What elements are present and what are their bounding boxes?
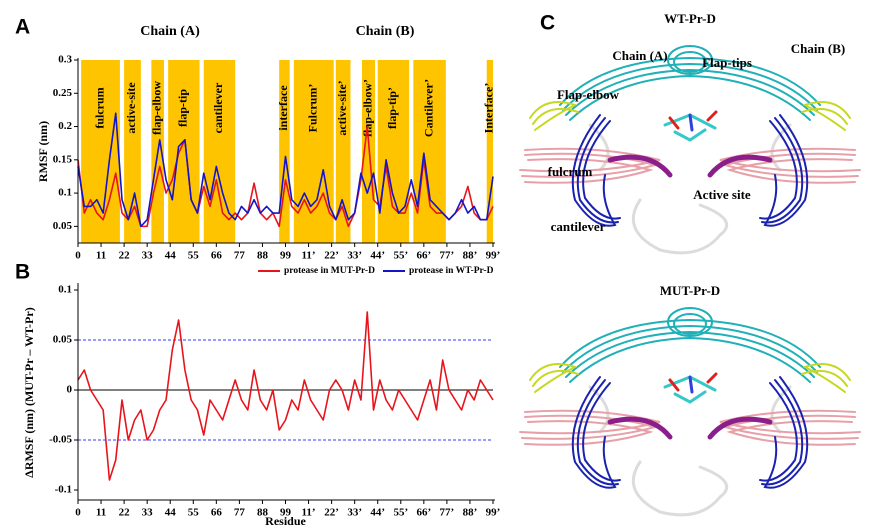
x-tick-label: 22’ — [324, 507, 339, 519]
structure-label: Active site — [693, 187, 751, 202]
x-tick-label: 77’ — [440, 250, 455, 262]
x-tick-label: 99 — [280, 250, 292, 262]
legend-label: protease in MUT-Pr-D — [284, 266, 375, 276]
region-band — [168, 60, 200, 243]
region-label: interface — [276, 85, 290, 131]
x-tick-label: 33 — [142, 507, 154, 519]
structure-label: Flap-elbow — [557, 87, 620, 102]
x-tick-label: 99 — [280, 507, 292, 519]
x-tick-label: 77 — [234, 507, 246, 519]
x-tick-label: 55’ — [393, 250, 408, 262]
region-label: flap-elbow’ — [360, 79, 374, 137]
structure-title: MUT-Pr-D — [660, 283, 720, 298]
region-label: cantilever — [211, 82, 225, 133]
panel-label: C — [540, 12, 555, 35]
x-tick-label: 44’ — [370, 250, 385, 262]
y-tick-label: 0.1 — [58, 284, 72, 296]
structure-label: Chain (B) — [791, 41, 846, 56]
region-label: flap-tip’ — [385, 87, 399, 129]
x-tick-label: 88 — [257, 250, 269, 262]
panel-label: A — [15, 16, 30, 39]
x-tick-label: 77’ — [440, 507, 455, 519]
x-tick-label: 0 — [75, 507, 81, 519]
x-tick-label: 99’ — [486, 507, 501, 519]
x-tick-label: 0 — [75, 250, 81, 262]
x-tick-label: 77 — [234, 250, 246, 262]
y-tick-label: 0.1 — [58, 187, 72, 199]
x-tick-label: 11’ — [302, 250, 316, 262]
x-tick-label: 55 — [188, 507, 200, 519]
region-band — [81, 60, 120, 243]
region-band — [124, 60, 141, 243]
structure-label: cantilever — [551, 219, 606, 234]
region-band — [293, 60, 334, 243]
legend-label: protease in WT-Pr-D — [409, 266, 494, 276]
structure-label: Chain (A) — [612, 48, 667, 63]
x-tick-label: 88 — [257, 507, 269, 519]
region-label: active-site’ — [335, 80, 349, 135]
y-tick-label: 0 — [67, 384, 73, 396]
panel-label: B — [15, 261, 30, 284]
x-tick-label: 66’ — [416, 250, 431, 262]
x-tick-label: 11 — [96, 250, 106, 262]
plots: fulcrum active-site flap-elbow flap-tip cant… — [22, 54, 501, 525]
x-tick-label: 33’ — [347, 507, 362, 519]
region-band — [362, 60, 375, 243]
region-label: active-site — [124, 82, 138, 134]
x-tick-label: 88’ — [463, 507, 478, 519]
region-label: Interface’ — [482, 83, 496, 134]
region-band — [335, 60, 351, 243]
x-tick-label: 33’ — [347, 250, 362, 262]
region-label: Cantilever’ — [421, 79, 435, 137]
x-tick-label: 22 — [119, 250, 131, 262]
region-label: flap-elbow — [149, 81, 163, 135]
x-tick-label: 55’ — [393, 507, 408, 519]
x-tick-label: 44 — [165, 507, 177, 519]
y-tick-label: 0.05 — [53, 334, 73, 346]
y-tick-label: 0.05 — [53, 220, 73, 232]
x-axis-label: Residue — [265, 514, 306, 525]
y-tick-label: 0.3 — [58, 54, 72, 66]
x-tick-label: 11’ — [302, 507, 316, 519]
region-band — [203, 60, 236, 243]
x-tick-label: 22’ — [324, 250, 339, 262]
structure-title: WT-Pr-D — [664, 11, 716, 26]
y-axis-label: ΔRMSF (nm) (MUT-Pr – WT-Pr) — [22, 307, 36, 477]
x-tick-label: 33 — [142, 250, 154, 262]
y-tick-label: -0.05 — [49, 434, 72, 446]
x-tick-label: 55 — [188, 250, 200, 262]
series-line — [77, 311, 494, 481]
y-tick-label: 0.2 — [58, 120, 72, 132]
region-label: Fulcrum’ — [306, 84, 320, 133]
x-tick-label: 99’ — [486, 250, 501, 262]
panel-c: C WT-Pr-D Chain (A) Chain (B) Flap-tips … — [520, 11, 860, 515]
y-tick-label: -0.1 — [55, 484, 72, 496]
annotation: Chain (A) — [140, 24, 200, 39]
annotation: Chain (B) — [356, 24, 415, 39]
x-tick-label: 44 — [165, 250, 177, 262]
structure-image — [520, 308, 860, 515]
x-tick-label: 88’ — [463, 250, 478, 262]
series-line — [77, 112, 494, 228]
x-tick-label: 22 — [119, 507, 131, 519]
region-label: fulcrum — [92, 87, 106, 128]
x-tick-label: 44’ — [370, 507, 385, 519]
y-tick-label: 0.15 — [53, 153, 73, 165]
x-tick-label: 66 — [211, 250, 223, 262]
region-band — [279, 60, 290, 243]
structure-label: fulcrum — [548, 164, 593, 179]
x-tick-label: 11 — [96, 507, 106, 519]
structure-label: Flap-tips — [702, 55, 752, 70]
x-tick-label: 66 — [211, 507, 223, 519]
region-band — [486, 60, 493, 243]
y-axis-label: RMSF (nm) — [36, 121, 50, 182]
region-label: flap-tip — [176, 89, 190, 127]
y-tick-label: 0.25 — [53, 87, 73, 99]
x-tick-label: 66’ — [416, 507, 431, 519]
